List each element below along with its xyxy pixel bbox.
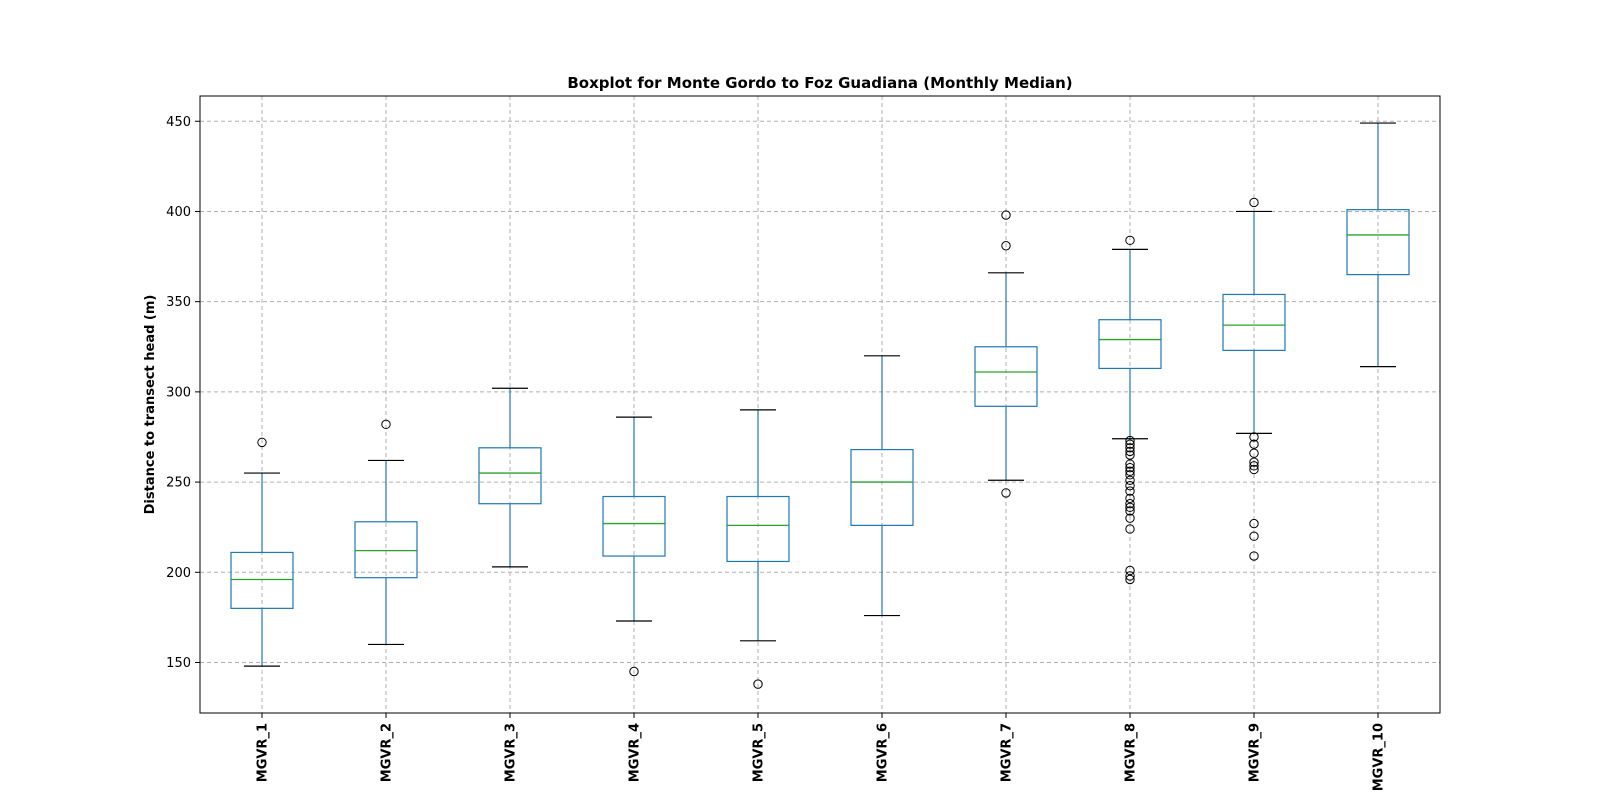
outlier-point <box>1001 210 1011 220</box>
outlier-point <box>1125 499 1135 509</box>
outlier-point <box>1125 571 1135 581</box>
outlier-point <box>1125 235 1135 246</box>
outlier-point <box>1125 486 1135 496</box>
outlier-point <box>1125 480 1135 491</box>
box-MGVR_8 <box>1098 235 1162 585</box>
axis-layer: 150 200 250 300 350 400 450 MGVR_1 MGVR_2 MGVR_3 M… <box>166 115 1386 792</box>
outlier-point <box>1249 439 1259 449</box>
outlier-point <box>1125 435 1135 446</box>
x-tick-label: MGVR_7 <box>1000 723 1015 782</box>
box-MGVR_5 <box>726 409 790 689</box>
y-tick-label: 200 <box>166 566 191 581</box>
outlier-point <box>1001 488 1011 498</box>
outlier-point <box>1125 493 1135 504</box>
outlier-point <box>1125 574 1135 585</box>
outlier-point <box>1249 464 1259 475</box>
iqr-box <box>1098 319 1162 370</box>
outlier-point <box>1125 524 1135 534</box>
plot-frame <box>199 95 1441 714</box>
x-tick-label: MGVR_1 <box>256 723 271 782</box>
iqr-box <box>726 495 790 563</box>
box-MGVR_4 <box>602 416 666 677</box>
outlier-point <box>257 437 267 448</box>
outlier-point <box>1249 457 1259 467</box>
x-tick-label: MGVR_9 <box>1248 723 1263 782</box>
iqr-box <box>974 346 1038 407</box>
iqr-box <box>230 551 294 609</box>
outlier-point <box>1249 461 1259 471</box>
outlier-point <box>1125 446 1135 457</box>
outlier-point <box>1249 551 1259 561</box>
x-tick-label: MGVR_2 <box>380 723 395 782</box>
outlier-point <box>753 679 763 689</box>
y-tick-label: 250 <box>166 476 191 491</box>
outlier-point <box>1125 459 1135 469</box>
outlier-point <box>1125 443 1135 453</box>
iqr-box <box>602 495 666 557</box>
iqr-box <box>1222 293 1286 351</box>
box-MGVR_3 <box>478 387 542 568</box>
box-MGVR_2 <box>354 419 418 646</box>
outlier-point <box>1001 241 1011 251</box>
outlier-point <box>1125 502 1135 513</box>
box-MGVR_1 <box>230 437 294 667</box>
x-tick-label: MGVR_8 <box>1124 723 1139 782</box>
outlier-point <box>1125 462 1135 473</box>
outlier-point <box>381 419 391 430</box>
box-MGVR_6 <box>850 355 914 617</box>
outlier-point <box>1249 197 1259 208</box>
outlier-point <box>1125 470 1135 480</box>
y-tick-label: 150 <box>166 656 191 671</box>
x-tick-label: MGVR_5 <box>752 723 767 782</box>
outlier-point <box>1125 439 1135 449</box>
y-tick-label: 300 <box>166 385 191 400</box>
outlier-point <box>1125 506 1135 516</box>
outlier-point <box>1249 448 1259 458</box>
box-MGVR_10 <box>1346 122 1410 368</box>
outlier-point <box>1125 475 1135 485</box>
box-MGVR_9 <box>1222 197 1286 561</box>
outlier-point <box>1249 518 1259 529</box>
iqr-box <box>1346 209 1410 276</box>
iqr-box <box>354 521 418 579</box>
outlier-point <box>1125 466 1135 476</box>
outlier-point <box>1125 513 1135 523</box>
box-layer <box>230 122 1410 689</box>
x-tick-label: MGVR_4 <box>628 723 643 782</box>
outlier-point <box>1249 531 1259 541</box>
iqr-box <box>850 449 914 526</box>
x-tick-label: MGVR_3 <box>504 723 519 782</box>
outlier-point <box>1125 565 1135 576</box>
outlier-point <box>1249 432 1259 442</box>
y-tick-label: 450 <box>166 115 191 130</box>
chart-title: Boxplot for Monte Gordo to Foz Guadiana … <box>567 74 1072 92</box>
x-tick-label: MGVR_6 <box>876 723 891 782</box>
iqr-box <box>478 447 542 505</box>
y-tick-label: 400 <box>166 205 191 220</box>
box-MGVR_7 <box>974 210 1038 498</box>
outlier-point <box>629 666 639 677</box>
y-axis-label: Distance to transect head (m) <box>143 295 158 515</box>
y-tick-label: 350 <box>166 295 191 310</box>
x-tick-label: MGVR_10 <box>1372 723 1387 791</box>
outlier-point <box>1125 450 1135 460</box>
